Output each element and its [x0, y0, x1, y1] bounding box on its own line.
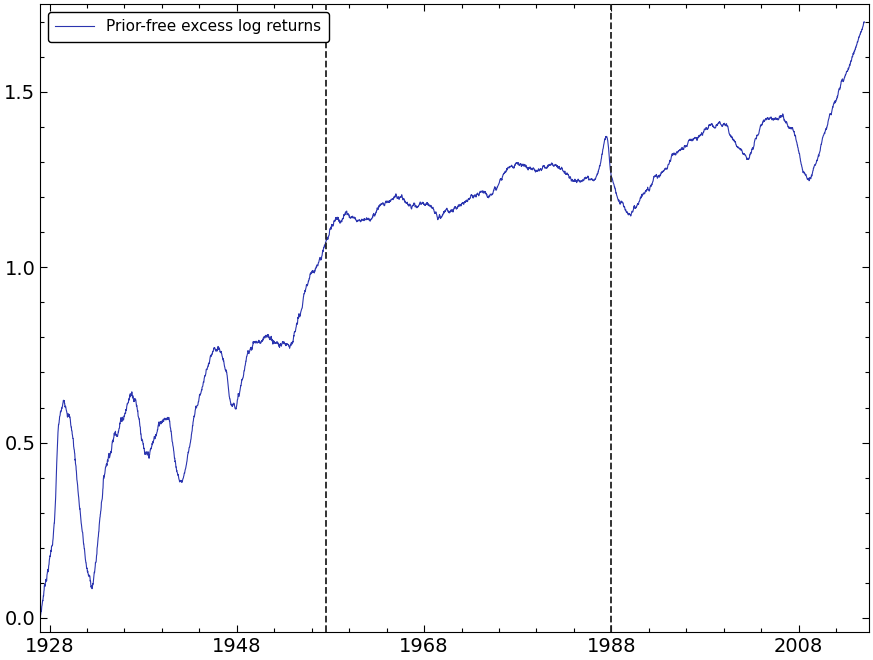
Prior-free excess log returns	[187, 430, 197, 438]
Prior-free excess log returns	[859, 18, 870, 26]
Prior-free excess log returns	[519, 160, 529, 168]
Prior-free excess log returns	[436, 212, 447, 220]
Line: Prior-free excess log returns: Prior-free excess log returns	[40, 22, 864, 618]
Legend: Prior-free excess log returns: Prior-free excess log returns	[48, 12, 328, 42]
Prior-free excess log returns	[652, 174, 663, 182]
Prior-free excess log returns	[310, 267, 320, 275]
Prior-free excess log returns	[732, 143, 743, 150]
Prior-free excess log returns	[35, 614, 45, 622]
